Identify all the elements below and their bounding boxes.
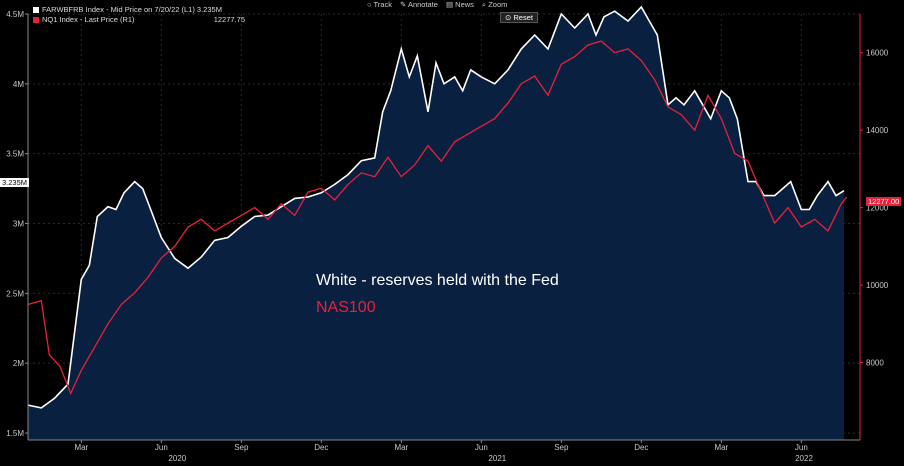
legend-series-2-name: NQ1 Index - Last Price (R1): [42, 15, 135, 24]
legend-series-1[interactable]: FARWBFRB Index - Mid Price on 7/20/22 (L…: [33, 5, 245, 15]
annotation-red: NAS100: [316, 299, 376, 316]
left-tick-label: 4.5M: [6, 10, 24, 19]
x-tick-label: Mar: [714, 443, 728, 452]
reserves-area-fill: [28, 7, 844, 440]
reset-button[interactable]: ⊙ Reset: [500, 12, 538, 23]
annotate-label: Annotate: [407, 0, 438, 9]
toolbar: ○ Track ✎ Annotate ▤ News ⌕ Zoom: [367, 0, 507, 10]
legend: FARWBFRB Index - Mid Price on 7/20/22 (L…: [33, 5, 245, 25]
zoom-button[interactable]: ⌕ Zoom: [482, 0, 507, 10]
year-label: 2020: [168, 454, 186, 463]
x-tick-label: Mar: [394, 443, 408, 452]
track-button[interactable]: ○ Track: [367, 0, 392, 10]
circle-icon: ○: [367, 0, 372, 9]
x-tick-label: Sep: [234, 443, 249, 452]
right-tick-label: 16000: [866, 49, 889, 58]
last-value-left: 3.235M: [0, 178, 30, 187]
x-tick-label: Jun: [155, 443, 168, 452]
year-labels: 2020 2021 2022: [168, 454, 813, 463]
x-tick-label: Jun: [475, 443, 488, 452]
right-tick-label: 12000: [866, 204, 889, 213]
x-tick-label: Dec: [314, 443, 328, 452]
zoom-label: Zoom: [488, 0, 508, 9]
news-icon: ▤: [445, 0, 454, 9]
left-tick-label: 2.5M: [6, 289, 24, 298]
left-tick-label: 4M: [13, 80, 24, 89]
legend-series-2[interactable]: NQ1 Index - Last Price (R1) 12277.75: [33, 15, 245, 25]
x-tick-label: Dec: [634, 443, 648, 452]
x-tick-label: Sep: [554, 443, 569, 452]
reserves-line: [27, 5, 845, 409]
year-label: 2022: [795, 454, 813, 463]
track-label: Track: [373, 0, 392, 9]
right-tick-label: 14000: [866, 126, 889, 135]
news-button[interactable]: ▤ News: [446, 0, 474, 10]
right-tick-label: 10000: [866, 281, 889, 290]
reset-icon: ⊙: [505, 13, 512, 22]
legend-swatch-white: [33, 7, 39, 14]
legend-series-2-value: 12277.75: [213, 15, 245, 24]
annotation-white: White - reserves held with the Fed: [316, 272, 559, 289]
right-axis-ticks: 8000 10000 12000 14000 16000: [860, 49, 889, 368]
pencil-icon: ✎: [399, 0, 407, 9]
nasdaq-line: [27, 40, 848, 396]
news-label: News: [455, 0, 474, 9]
last-value-right: 12277.00: [866, 197, 902, 206]
x-tick-label: Mar: [74, 443, 88, 452]
left-axis-ticks: 1.5M 2M 2.5M 3M 3.5M 4M 4.5M: [6, 10, 28, 438]
x-tick-label: Jun: [795, 443, 808, 452]
year-label: 2021: [488, 454, 506, 463]
left-tick-label: 3M: [13, 220, 24, 229]
annotate-button[interactable]: ✎ Annotate: [400, 0, 438, 10]
left-tick-label: 3.5M: [6, 150, 24, 159]
legend-series-1-name: FARWBFRB Index - Mid Price on 7/20/22 (L…: [42, 5, 222, 14]
reset-label: Reset: [513, 13, 533, 22]
left-tick-label: 1.5M: [6, 429, 24, 438]
left-tick-label: 2M: [13, 359, 24, 368]
x-axis-ticks: Mar Jun Sep Dec Mar Jun Sep Dec Mar Jun: [74, 440, 808, 452]
right-tick-label: 8000: [866, 359, 884, 368]
zoom-icon: ⌕: [481, 0, 487, 9]
legend-swatch-red: [33, 17, 39, 24]
